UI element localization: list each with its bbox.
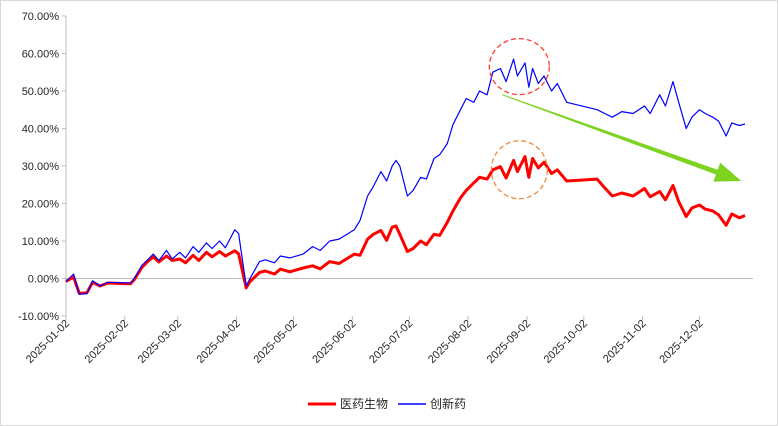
x-tick-label: 2025-05-02 [251, 318, 299, 366]
x-tick-label: 2025-09-02 [485, 318, 533, 366]
series-layer [65, 58, 746, 295]
legend: 医药生物 创新药 [308, 396, 466, 411]
x-tick-label: 2025-03-02 [136, 318, 184, 366]
x-tick-label: 2025-01-02 [24, 318, 72, 366]
highlight-ellipse-2 [490, 140, 548, 200]
series-line-red [65, 155, 746, 295]
annotation-layer [488, 37, 742, 200]
x-tick-label: 2025-08-02 [426, 318, 474, 366]
y-tick-label: -10.00% [18, 311, 59, 323]
trend-arrow [502, 94, 742, 182]
legend-label: 医药生物 [340, 397, 388, 411]
y-tick-label: 10.00% [22, 236, 60, 248]
x-tick-label: 2025-07-02 [367, 318, 415, 366]
y-tick-label: 20.00% [22, 199, 60, 211]
legend-item-blue: 创新药 [398, 396, 466, 411]
legend-item-red: 医药生物 [308, 397, 388, 411]
y-tick-label: 60.00% [22, 49, 60, 61]
y-tick-label: 50.00% [22, 86, 60, 98]
y-tick-label: 40.00% [22, 124, 60, 136]
x-tick-label: 2025-06-02 [310, 318, 358, 366]
x-axis: 2025-01-02 2025-02-02 2025-03-02 2025-04-02… [24, 278, 753, 366]
x-tick-label: 2025-11-02 [601, 318, 649, 366]
x-tick-label: 2025-02-02 [83, 318, 131, 366]
series-line-blue [65, 58, 746, 295]
x-tick-label: 2025-10-02 [542, 318, 590, 366]
highlight-ellipse-1 [488, 37, 550, 96]
legend-label: 创新药 [430, 396, 466, 411]
y-tick-label: 0.00% [28, 274, 59, 286]
y-tick-label: 30.00% [22, 161, 60, 173]
x-tick-label: 2025-04-02 [195, 318, 243, 366]
y-axis: -10.00% 0.00% 10.00% 20.00% 30.00% 40.00% 50.0… [18, 11, 67, 323]
y-tick-label: 70.00% [22, 11, 60, 23]
x-tick-label: 2025-12-02 [657, 318, 705, 366]
